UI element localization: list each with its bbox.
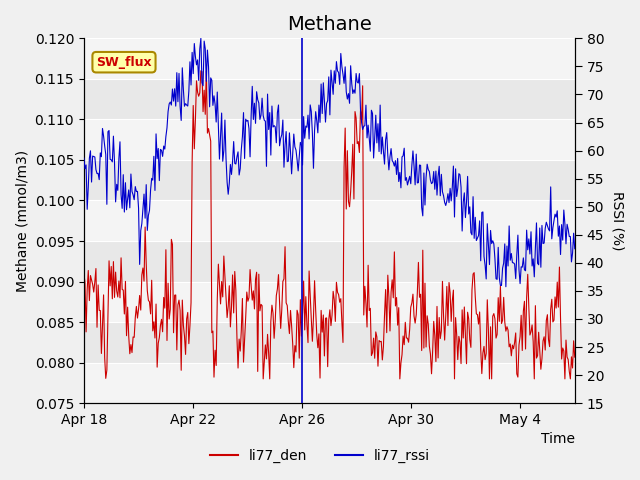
Text: SW_flux: SW_flux: [96, 56, 152, 69]
Bar: [84, 201, 575, 241]
Y-axis label: Methane (mmol/m3): Methane (mmol/m3): [15, 150, 29, 292]
Bar: [84, 120, 575, 160]
Y-axis label: RSSI (%): RSSI (%): [611, 191, 625, 251]
Bar: [84, 38, 575, 79]
Legend: li77_den, li77_rssi: li77_den, li77_rssi: [204, 443, 436, 468]
Bar: [84, 282, 575, 322]
Bar: [84, 363, 575, 403]
X-axis label: Time: Time: [541, 432, 575, 446]
Title: Methane: Methane: [287, 15, 372, 34]
